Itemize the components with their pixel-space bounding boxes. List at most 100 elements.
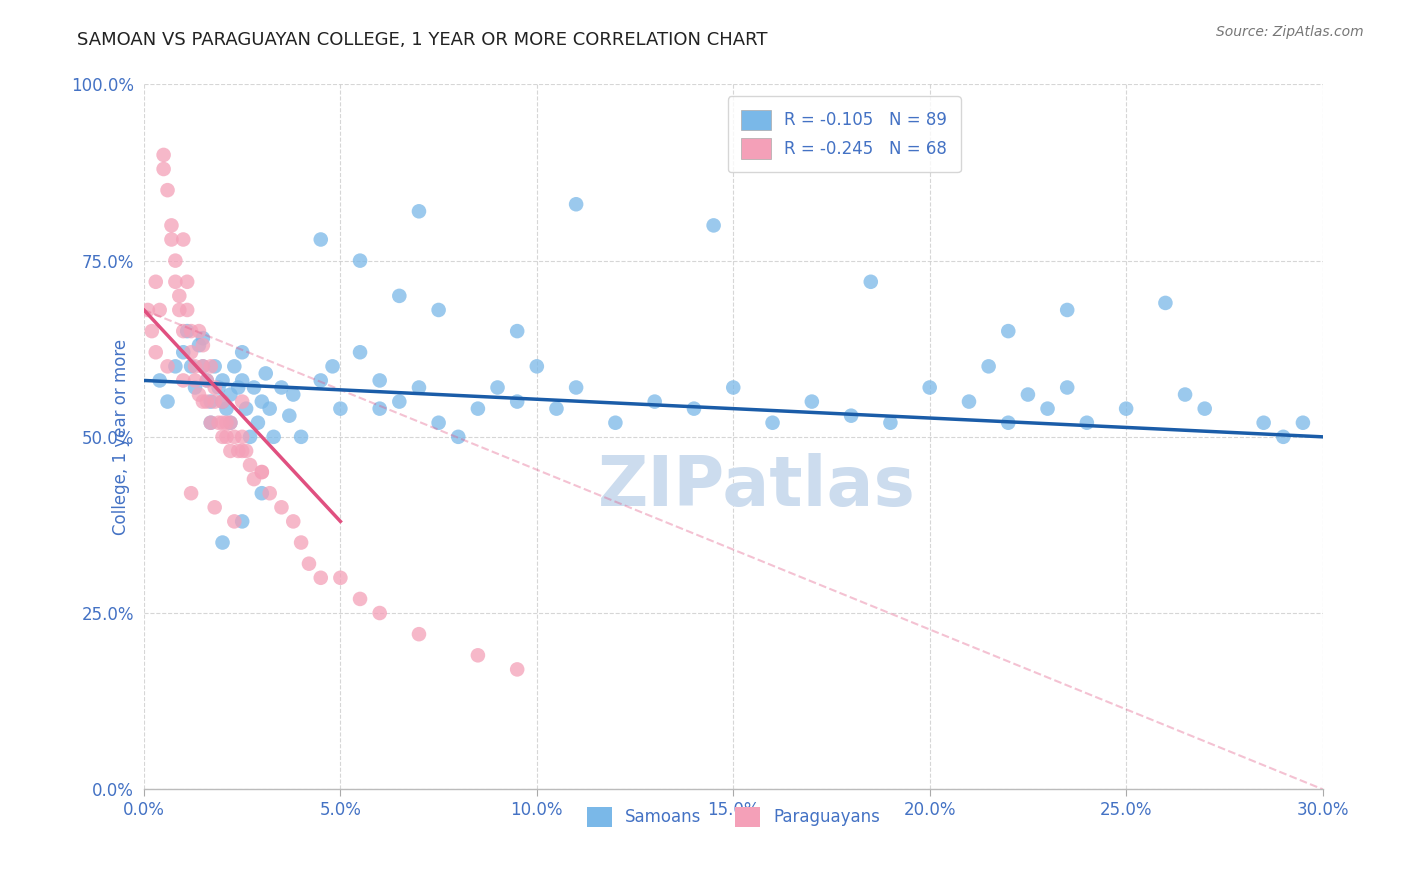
Point [191,338,214,352]
Point [224,430,246,444]
Point [231,374,253,388]
Point [259,401,281,416]
Point [997,324,1019,338]
Point [290,535,312,549]
Point [283,387,305,401]
Y-axis label: College, 1 year or more: College, 1 year or more [112,339,131,535]
Point [1036,401,1059,416]
Point [349,591,371,606]
Point [605,416,627,430]
Point [169,302,191,317]
Point [239,430,262,444]
Point [231,394,253,409]
Point [176,302,198,317]
Point [165,275,187,289]
Point [180,324,202,338]
Point [172,345,194,359]
Point [231,444,253,458]
Point [145,345,167,359]
Point [408,204,430,219]
Point [427,416,450,430]
Point [349,253,371,268]
Point [169,289,191,303]
Point [546,401,568,416]
Point [349,345,371,359]
Point [1056,302,1078,317]
Point [322,359,344,374]
Point [565,197,588,211]
Point [172,232,194,246]
Point [156,183,179,197]
Point [180,359,202,374]
Point [270,500,292,515]
Point [211,430,233,444]
Point [283,515,305,529]
Point [879,416,901,430]
Point [231,515,253,529]
Point [997,416,1019,430]
Point [152,161,174,176]
Point [184,374,207,388]
Point [219,387,242,401]
Point [149,302,172,317]
Point [957,394,980,409]
Point [800,394,823,409]
Point [703,219,725,233]
Point [211,394,233,409]
Point [506,394,529,409]
Text: ZIPatlas: ZIPatlas [598,452,915,520]
Point [235,401,257,416]
Point [211,416,233,430]
Point [298,557,321,571]
Point [219,444,242,458]
Point [1115,401,1137,416]
Point [1194,401,1216,416]
Point [207,416,229,430]
Point [839,409,862,423]
Point [180,345,202,359]
Point [211,374,233,388]
Point [309,571,332,585]
Point [211,394,233,409]
Point [200,416,222,430]
Point [368,374,391,388]
Legend: Samoans, Paraguayans: Samoans, Paraguayans [579,800,887,834]
Point [195,394,218,409]
Point [215,416,238,430]
Point [226,444,249,458]
Point [1174,387,1197,401]
Point [200,416,222,430]
Point [250,394,273,409]
Point [388,289,411,303]
Point [254,367,277,381]
Point [388,394,411,409]
Point [176,275,198,289]
Point [270,380,292,394]
Point [1253,416,1275,430]
Point [250,465,273,479]
Point [859,275,882,289]
Point [683,401,706,416]
Point [231,345,253,359]
Point [243,380,266,394]
Point [309,374,332,388]
Point [368,401,391,416]
Point [149,374,172,388]
Point [506,662,529,676]
Point [226,380,249,394]
Point [526,359,548,374]
Point [145,275,167,289]
Point [200,394,222,409]
Point [224,515,246,529]
Point [184,380,207,394]
Point [200,359,222,374]
Point [1017,387,1039,401]
Point [918,380,941,394]
Point [204,394,226,409]
Point [1056,380,1078,394]
Point [141,324,163,338]
Point [368,606,391,620]
Point [180,486,202,500]
Point [246,416,269,430]
Point [309,232,332,246]
